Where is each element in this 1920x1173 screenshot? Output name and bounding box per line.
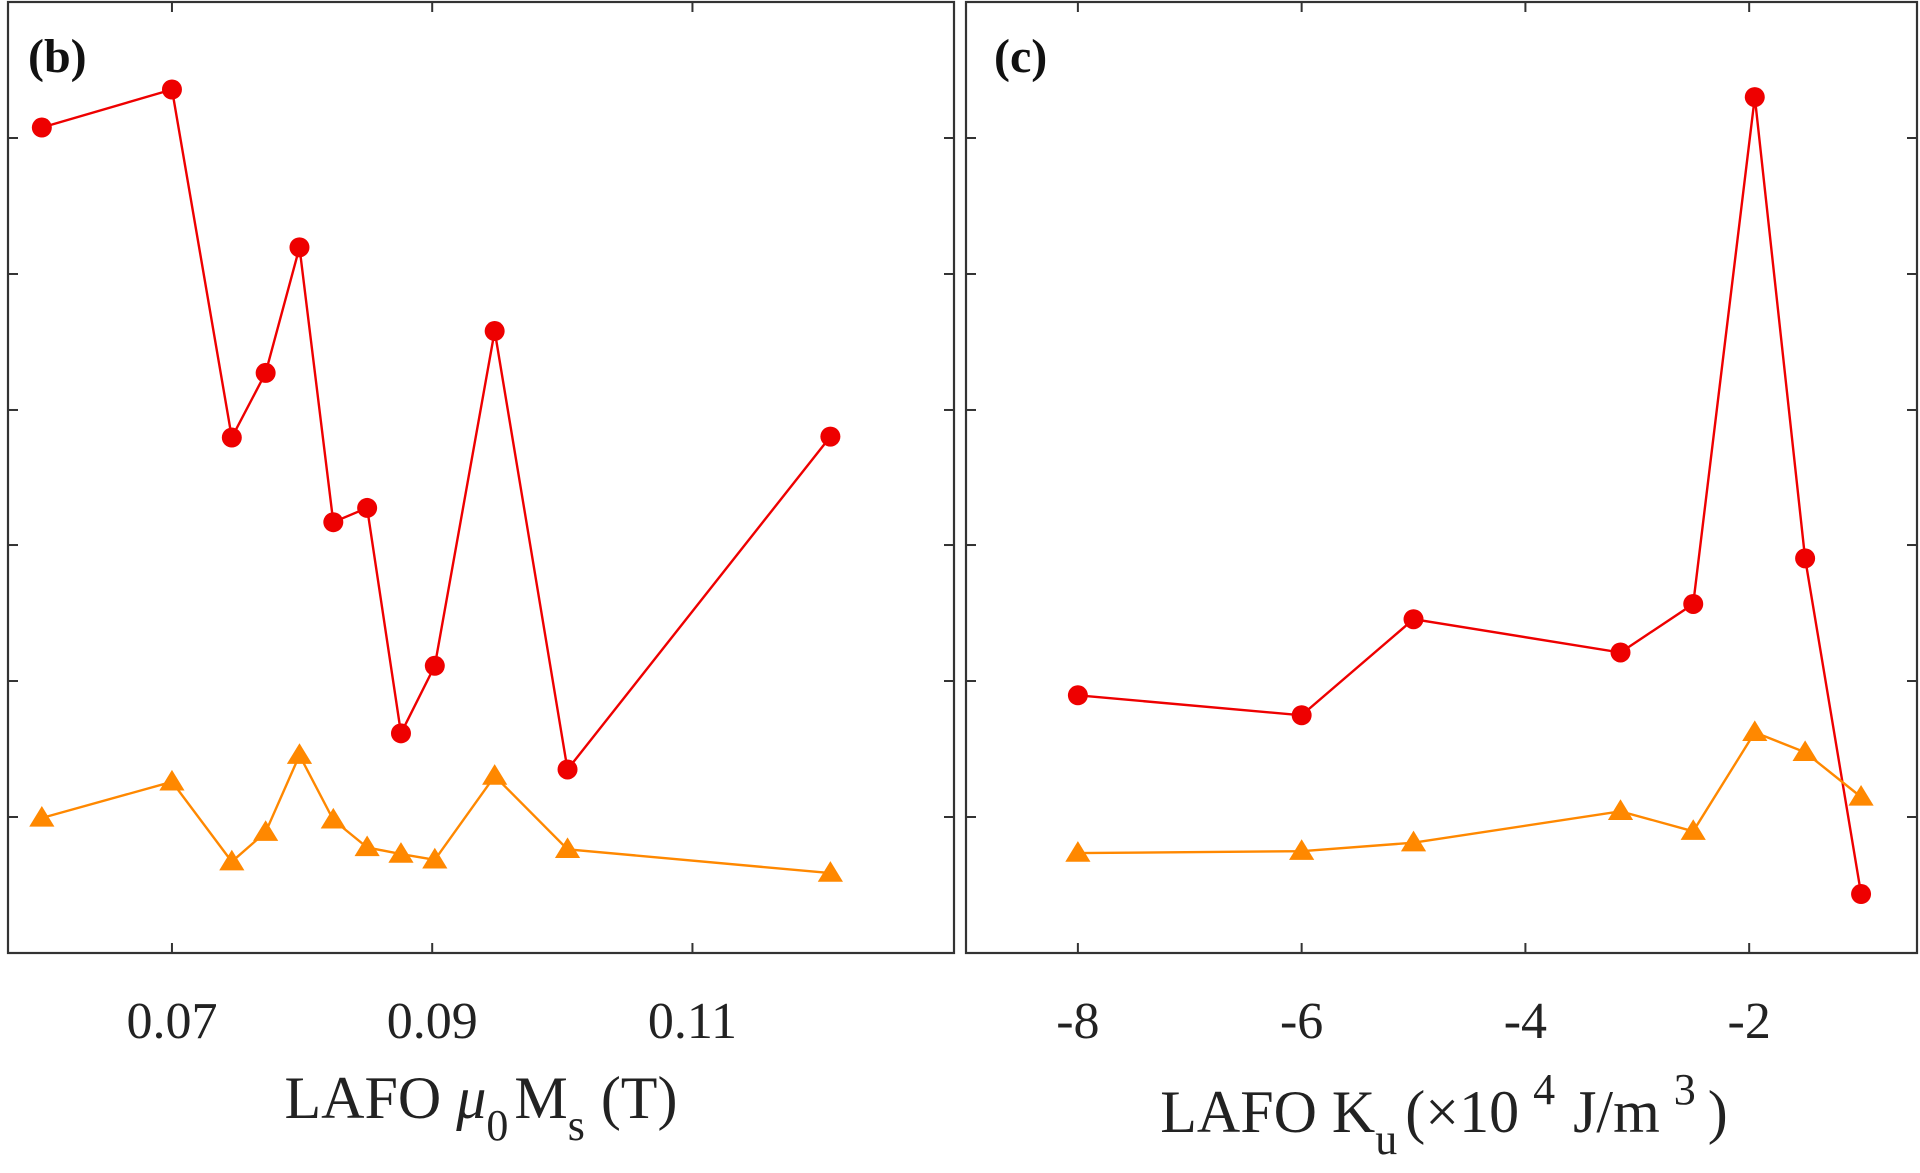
- panel-b-series-2-point: [253, 820, 279, 841]
- panel-c-series-1-point: [1610, 642, 1631, 663]
- panel-b-ticks: [8, 2, 954, 953]
- panel-c-series-1-line: [1077, 96, 1863, 895]
- panel-c-tick-labels: -8 -6 -4 -2: [1056, 993, 1771, 1050]
- panel-b-xtick-label: 0.09: [387, 993, 478, 1050]
- panel-b-series-2-point: [159, 769, 185, 791]
- panel-c-xtick-label: -2: [1728, 993, 1771, 1050]
- panel-b-x-axis-label: LAFO μ0 Ms (T): [285, 1065, 678, 1150]
- panel-b-series-2-point: [817, 861, 843, 882]
- panel-b-series-1-line: [41, 87, 832, 773]
- panel-b-lines: [41, 87, 832, 875]
- panel-b-series-2-point: [286, 743, 313, 764]
- panel-b-series-1-point: [289, 237, 310, 258]
- panel-b-label: (b): [28, 30, 87, 83]
- panel-b-series-1-point: [484, 321, 505, 342]
- panel-c-series-2-point: [1289, 839, 1315, 860]
- panel-b-series-2-point: [388, 842, 414, 863]
- panel-b-xtick-label: 0.11: [648, 993, 737, 1050]
- panel-c-series-2-point: [1400, 830, 1427, 852]
- panel-c-series-2-point: [1680, 819, 1706, 840]
- panel-c-xtick-label: -4: [1504, 993, 1547, 1050]
- panel-b: 0.07 0.09 0.11 (b) LAFO μ0 Ms (T): [6, 0, 956, 1150]
- panel-c-x-axis-label: LAFO Ku (×10 4 J/m 3): [1160, 1065, 1728, 1164]
- panel-b-series-2-point: [29, 805, 55, 827]
- panel-c-series-2-point: [1742, 720, 1768, 742]
- panel-b-series-1-point: [424, 655, 445, 676]
- panel-c-lines: [1077, 96, 1863, 895]
- panel-c-series-1-point: [1067, 685, 1088, 706]
- panel-c-series-1-point: [1683, 593, 1704, 614]
- panel-c-axes-frame: [964, 0, 1919, 955]
- panel-c-series-2-point: [1607, 799, 1634, 820]
- panel-c-ticks: [966, 2, 1917, 953]
- panel-b-markers: [29, 79, 843, 882]
- panel-b-series-1-point: [357, 497, 378, 518]
- panel-c-series-2-point: [1792, 740, 1818, 761]
- panel-b-series-2-point: [219, 849, 245, 871]
- panel-c-series-1-point: [1795, 548, 1816, 569]
- panel-c-xtick-label: -8: [1056, 993, 1099, 1050]
- panel-b-series-2-point: [554, 837, 581, 858]
- panel-b-series-1-point: [390, 723, 411, 744]
- panel-c-label: (c): [994, 30, 1047, 83]
- panel-b-series-1-point: [161, 79, 182, 100]
- panel-c-series-2-point: [1065, 841, 1091, 862]
- panel-b-series-2-point: [354, 835, 380, 857]
- panel-b-tick-labels: 0.07 0.09 0.11: [126, 993, 737, 1050]
- panel-c-series-2-line: [1077, 730, 1862, 855]
- panel-b-series-1-point: [557, 759, 578, 780]
- panel-b-series-1-point: [820, 426, 841, 447]
- panel-b-series-1-point: [323, 512, 344, 533]
- panel-b-series-2-point: [422, 847, 448, 869]
- panel-c-series-1-point: [1851, 884, 1872, 905]
- panel-b-axes-frame: [6, 0, 956, 955]
- panel-b-series-1-point: [31, 117, 52, 138]
- panel-b-series-2-point: [320, 807, 346, 829]
- panel-b-series-1-point: [221, 427, 242, 448]
- panel-b-series-2-point: [482, 764, 508, 785]
- panel-c-series-1-point: [1744, 87, 1765, 108]
- panel-b-xtick-label: 0.07: [126, 993, 217, 1050]
- panel-c-series-1-point: [1403, 609, 1424, 630]
- panel-c-series-1-point: [1291, 705, 1312, 726]
- panel-c: -8 -6 -4 -2 (c) LAFO Ku (×10 4 J/m 3): [964, 0, 1919, 1164]
- panel-c-xtick-label: -6: [1280, 993, 1323, 1050]
- panel-c-markers: [1065, 87, 1874, 905]
- panel-c-series-2-point: [1848, 785, 1874, 806]
- panel-b-series-1-point: [255, 362, 276, 383]
- panel-b-series-2-line: [41, 752, 831, 875]
